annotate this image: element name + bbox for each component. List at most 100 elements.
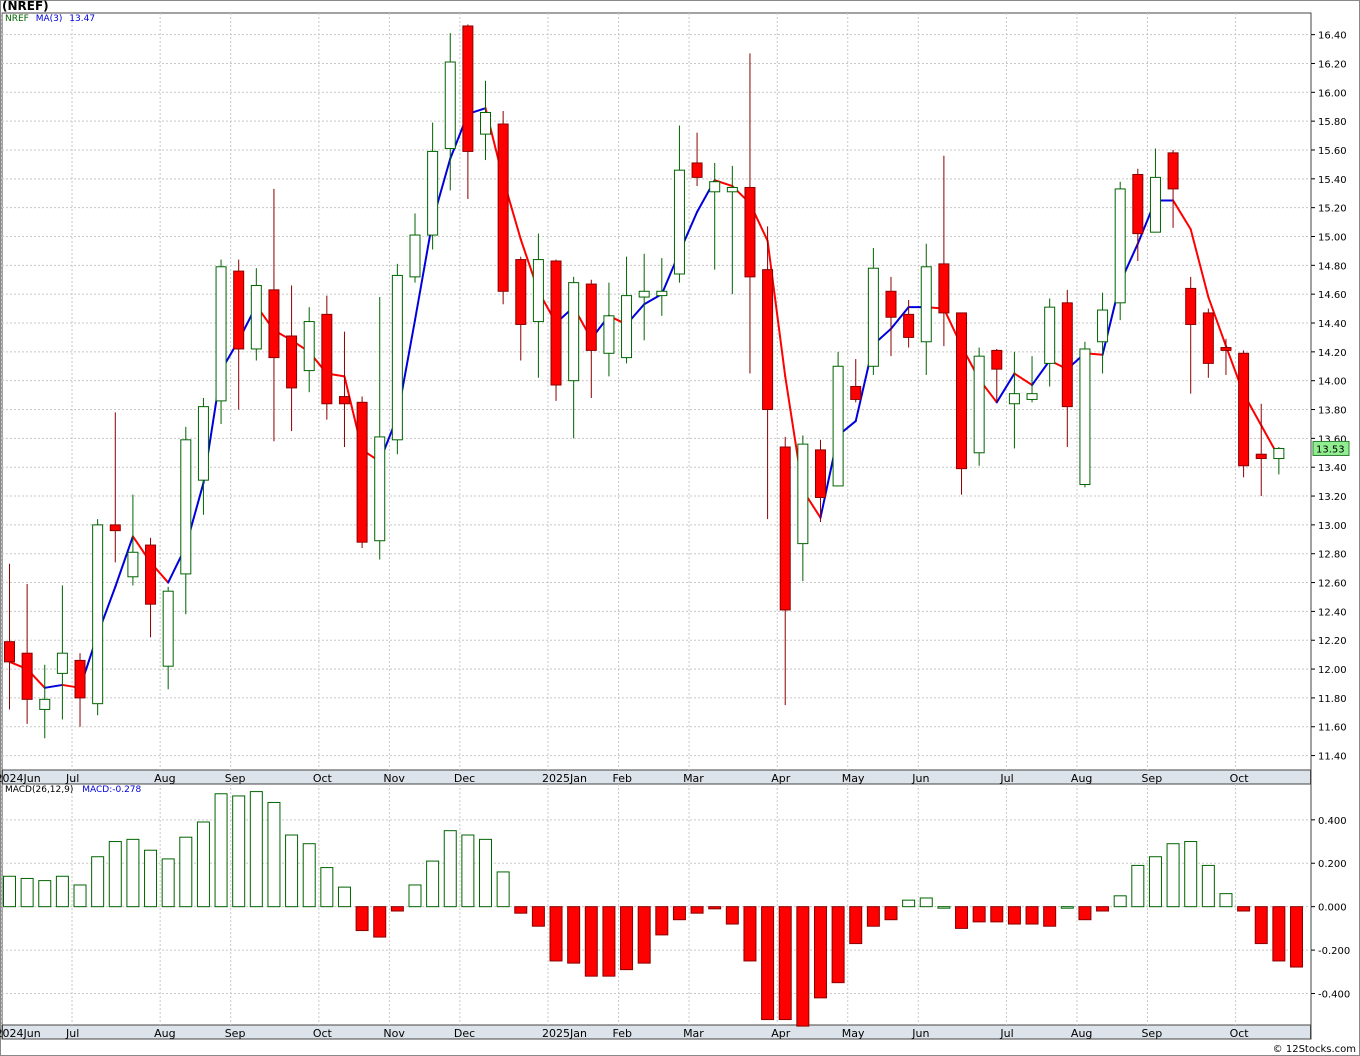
candle	[1008, 351, 1020, 449]
price-tick-label: 12.80	[1318, 550, 1347, 561]
macd-bar	[1131, 864, 1145, 908]
price-month-label: Mar	[683, 772, 704, 785]
candle	[779, 436, 791, 706]
macd-tick-label: -0.200	[1318, 946, 1350, 957]
candle	[726, 165, 738, 295]
price-tick-label: 13.80	[1318, 406, 1347, 417]
macd-bar	[743, 906, 757, 962]
macd-tick-label: 0.400	[1318, 816, 1347, 827]
candle	[832, 351, 844, 487]
price-tick-label: 13.40	[1318, 463, 1347, 474]
candle-body	[1061, 302, 1073, 408]
price-month-label: Feb	[613, 772, 632, 785]
macd-bar	[55, 875, 69, 908]
legend-ma-value: 13.47	[69, 14, 96, 24]
candle-body	[1026, 393, 1038, 400]
macd-bar	[990, 906, 1004, 923]
candle-body	[603, 315, 615, 354]
candle	[1132, 168, 1144, 262]
macd-bar	[955, 906, 969, 929]
macd-tick-label: 0.200	[1318, 859, 1347, 870]
last-price-box	[1312, 440, 1350, 456]
price-tick-label: 13.60	[1318, 434, 1347, 445]
candle	[550, 259, 562, 401]
macd-bar	[144, 849, 158, 908]
macd-bar	[179, 836, 193, 908]
candle-body	[938, 263, 950, 314]
price-tick-label: 15.60	[1318, 146, 1347, 157]
macd-bar	[637, 906, 651, 964]
price-tick-label: 12.40	[1318, 607, 1347, 618]
candle-body	[1044, 306, 1056, 364]
candle	[21, 583, 33, 724]
macd-month-label: Sep	[1141, 1027, 1162, 1040]
candle	[603, 282, 615, 377]
macd-bar	[337, 886, 351, 908]
candle	[268, 188, 280, 442]
macd-bar	[232, 795, 246, 908]
candle	[39, 664, 51, 739]
macd-month-label: Jun	[911, 1027, 929, 1040]
price-month-label: Oct	[1230, 772, 1250, 785]
ma-line-segment	[1013, 372, 1034, 387]
macd-month-label: Aug	[1071, 1027, 1092, 1040]
macd-bar	[496, 871, 510, 908]
ma-line-segment	[43, 683, 64, 689]
macd-bar	[567, 906, 581, 964]
candle	[1149, 148, 1161, 233]
candle-body	[1008, 393, 1020, 405]
macd-bar	[285, 834, 299, 908]
macd-bar	[1043, 906, 1057, 927]
ma-line-segment	[1031, 359, 1051, 387]
price-legend: NREF MA(3) 13.47	[5, 14, 95, 24]
candle	[497, 111, 509, 305]
price-tick-label: 14.40	[1318, 319, 1347, 330]
candle	[391, 263, 403, 455]
candle	[109, 412, 121, 563]
candle-body	[39, 698, 51, 710]
candle-body	[180, 439, 192, 575]
candle	[321, 295, 333, 420]
price-month-label: Jun	[911, 772, 929, 785]
candle	[215, 259, 227, 424]
candle-body	[885, 290, 897, 318]
macd-bar	[655, 906, 669, 936]
price-month-label: Jul	[65, 772, 79, 785]
price-month-label: May	[842, 772, 865, 785]
candle-body	[920, 266, 932, 343]
candle-body	[638, 290, 650, 298]
candle	[973, 347, 985, 466]
candle	[127, 494, 139, 586]
candle-body	[673, 169, 685, 275]
macd-tick-label: 0.000	[1318, 903, 1347, 914]
candle	[1061, 289, 1073, 448]
candle-body	[145, 544, 157, 605]
candle-body	[515, 259, 527, 325]
macd-bar	[866, 906, 880, 927]
macd-bar	[761, 906, 775, 1021]
macd-month-label: Oct	[313, 1027, 333, 1040]
macd-bar	[849, 906, 863, 945]
candle-body	[1097, 309, 1109, 343]
candle	[1255, 403, 1267, 497]
macd-bar	[1078, 906, 1092, 921]
candle	[797, 435, 809, 582]
price-month-label: Sep	[225, 772, 246, 785]
candle	[1026, 356, 1038, 403]
candle	[1238, 350, 1250, 478]
candle	[885, 276, 897, 357]
macd-bar	[196, 821, 210, 908]
price-tick-label: 14.00	[1318, 377, 1347, 388]
candle-body	[709, 181, 721, 193]
candle	[991, 348, 1003, 403]
ma-line-segment	[413, 219, 434, 322]
price-tick-label: 13.00	[1318, 521, 1347, 532]
macd-bar	[902, 899, 916, 908]
candle	[638, 253, 650, 341]
candle	[444, 33, 456, 191]
macd-bar	[1113, 895, 1127, 908]
price-month-label: 2024Jun	[0, 772, 41, 785]
macd-bar	[584, 906, 598, 977]
macd-bar	[1007, 906, 1021, 925]
